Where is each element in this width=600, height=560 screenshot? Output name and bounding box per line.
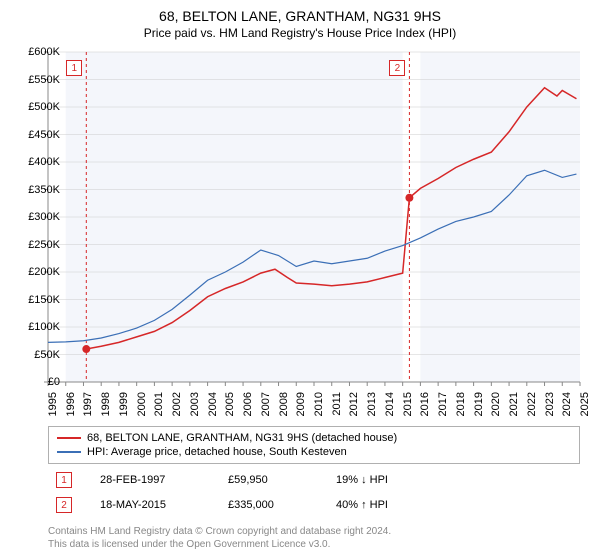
sale-delta-2: 40% ↑ HPI xyxy=(336,499,388,511)
chart-area xyxy=(48,52,580,382)
footer-line-2: This data is licensed under the Open Gov… xyxy=(48,538,580,551)
x-tick-label: 2024 xyxy=(561,392,573,416)
x-tick-label: 2005 xyxy=(224,392,236,416)
chart-container: 68, BELTON LANE, GRANTHAM, NG31 9HS Pric… xyxy=(0,0,600,560)
x-tick-label: 1997 xyxy=(82,392,94,416)
x-tick-label: 1999 xyxy=(118,392,130,416)
y-tick-label: £350K xyxy=(5,184,60,196)
y-tick-label: £0 xyxy=(5,376,60,388)
sale-date-2: 18-MAY-2015 xyxy=(100,499,200,511)
sale-row-1: 1 28-FEB-1997 £59,950 19% ↓ HPI xyxy=(48,470,580,490)
y-tick-label: £200K xyxy=(5,266,60,278)
sale-delta-1: 19% ↓ HPI xyxy=(336,474,388,486)
x-tick-label: 2004 xyxy=(207,392,219,416)
y-tick-label: £600K xyxy=(5,46,60,58)
x-tick-label: 2002 xyxy=(171,392,183,416)
legend-box: 68, BELTON LANE, GRANTHAM, NG31 9HS (det… xyxy=(48,426,580,464)
x-tick-label: 2000 xyxy=(136,392,148,416)
x-tick-label: 2008 xyxy=(278,392,290,416)
x-tick-label: 2010 xyxy=(313,392,325,416)
legend-swatch-1 xyxy=(57,437,81,439)
y-tick-label: £500K xyxy=(5,101,60,113)
sale-price-1: £59,950 xyxy=(228,474,308,486)
x-tick-label: 2011 xyxy=(331,392,343,416)
legend-swatch-2 xyxy=(57,451,81,453)
legend-item-1: 68, BELTON LANE, GRANTHAM, NG31 9HS (det… xyxy=(57,431,571,445)
x-tick-label: 2003 xyxy=(189,392,201,416)
chart-sale-marker: 1 xyxy=(66,60,82,76)
footer-line-1: Contains HM Land Registry data © Crown c… xyxy=(48,525,580,538)
x-tick-label: 2001 xyxy=(153,392,165,416)
footer: Contains HM Land Registry data © Crown c… xyxy=(48,525,580,551)
y-tick-label: £300K xyxy=(5,211,60,223)
x-tick-label: 2020 xyxy=(490,392,502,416)
chart-sale-marker: 2 xyxy=(389,60,405,76)
y-tick-label: £250K xyxy=(5,239,60,251)
x-tick-label: 2009 xyxy=(295,392,307,416)
y-tick-label: £100K xyxy=(5,321,60,333)
chart-title: 68, BELTON LANE, GRANTHAM, NG31 9HS xyxy=(0,0,600,24)
x-tick-label: 1996 xyxy=(65,392,77,416)
x-tick-label: 2015 xyxy=(402,392,414,416)
x-tick-label: 2012 xyxy=(348,392,360,416)
y-tick-label: £50K xyxy=(5,349,60,361)
y-tick-label: £150K xyxy=(5,294,60,306)
y-tick-label: £400K xyxy=(5,156,60,168)
legend-label-2: HPI: Average price, detached house, Sout… xyxy=(87,446,347,458)
x-tick-label: 2018 xyxy=(455,392,467,416)
chart-subtitle: Price paid vs. HM Land Registry's House … xyxy=(0,24,600,44)
x-tick-label: 2019 xyxy=(473,392,485,416)
sale-marker-1: 1 xyxy=(56,472,72,488)
sale-marker-2: 2 xyxy=(56,497,72,513)
x-tick-label: 2017 xyxy=(437,392,449,416)
x-tick-label: 2023 xyxy=(544,392,556,416)
x-tick-label: 2007 xyxy=(260,392,272,416)
sale-price-2: £335,000 xyxy=(228,499,308,511)
y-tick-label: £550K xyxy=(5,74,60,86)
x-tick-label: 1998 xyxy=(100,392,112,416)
x-tick-label: 2021 xyxy=(508,392,520,416)
chart-svg xyxy=(48,52,580,382)
x-tick-label: 2006 xyxy=(242,392,254,416)
x-tick-label: 2014 xyxy=(384,392,396,416)
x-tick-label: 1995 xyxy=(47,392,59,416)
legend-item-2: HPI: Average price, detached house, Sout… xyxy=(57,445,571,459)
x-tick-label: 2022 xyxy=(526,392,538,416)
sale-date-1: 28-FEB-1997 xyxy=(100,474,200,486)
x-tick-label: 2013 xyxy=(366,392,378,416)
legend-label-1: 68, BELTON LANE, GRANTHAM, NG31 9HS (det… xyxy=(87,432,397,444)
sale-row-2: 2 18-MAY-2015 £335,000 40% ↑ HPI xyxy=(48,495,580,515)
y-tick-label: £450K xyxy=(5,129,60,141)
x-tick-label: 2016 xyxy=(419,392,431,416)
x-tick-label: 2025 xyxy=(579,392,591,416)
